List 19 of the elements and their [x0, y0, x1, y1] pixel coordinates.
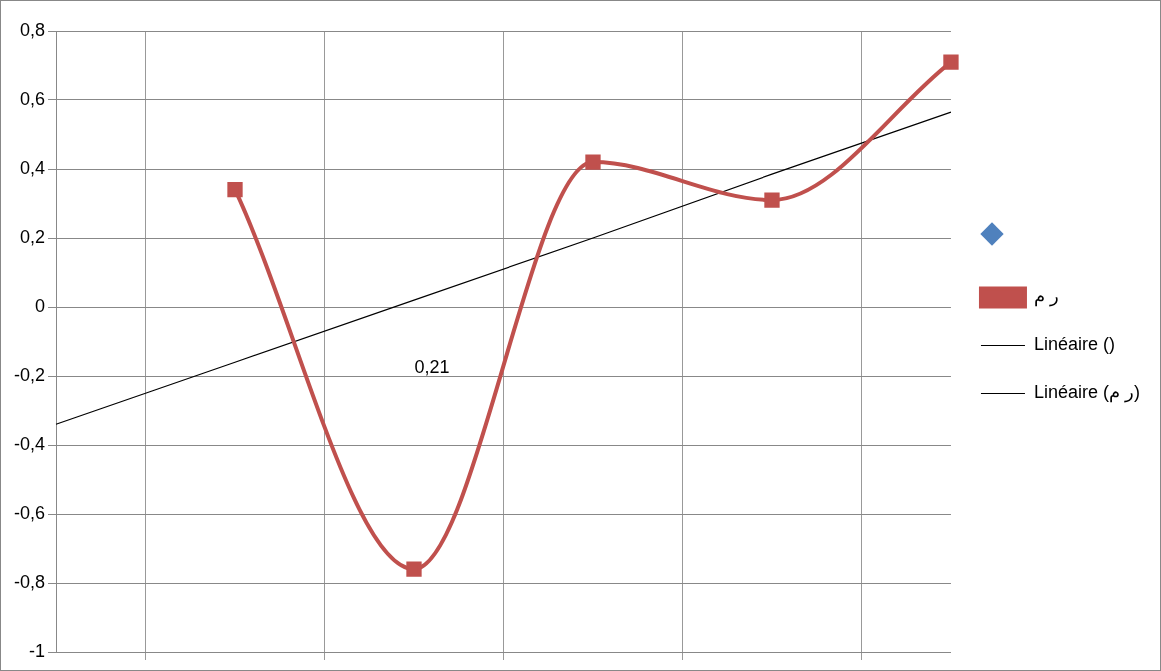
point: [227, 182, 243, 198]
point: [406, 561, 422, 577]
y-tick-label: 0,2: [19, 226, 46, 247]
y-tick-label: 0,6: [19, 88, 46, 109]
annotation: 0,21: [414, 356, 450, 377]
point: [943, 54, 959, 70]
y-tick-label: -0,2: [13, 364, 46, 385]
point: [585, 154, 601, 170]
legend-label: Linéaire (): [1033, 334, 1116, 355]
legend-label: Linéaire (ر م): [1033, 382, 1141, 404]
y-tick-label: 0,4: [19, 157, 46, 178]
y-tick-label: -0,6: [13, 502, 46, 523]
y-tick-label: -1: [29, 640, 46, 661]
y-tick-label: 0,8: [19, 19, 46, 40]
point: [764, 192, 780, 208]
y-tick-label: -0,8: [13, 571, 46, 592]
legend-label: ر م: [1033, 286, 1059, 308]
y-tick-label: -0,4: [13, 433, 46, 454]
y-tick-label: 0: [35, 295, 46, 316]
